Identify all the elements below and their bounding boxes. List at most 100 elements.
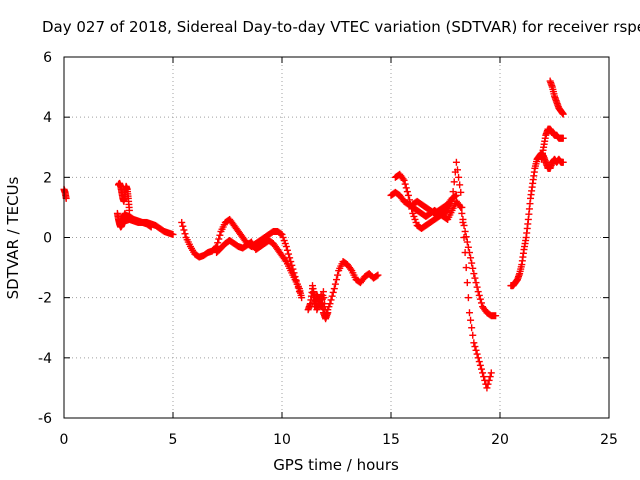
y-tick-label: 6 (43, 50, 52, 66)
data-point (474, 288, 482, 296)
data-point (473, 283, 481, 291)
data-point (406, 196, 414, 204)
y-tick-label: 2 (43, 170, 52, 186)
data-point (373, 272, 381, 280)
data-series (60, 185, 70, 202)
data-point (487, 369, 495, 377)
data-point (459, 218, 467, 226)
x-tick-label: 0 (60, 432, 69, 448)
grid-lines (64, 57, 609, 418)
data-point (559, 110, 567, 118)
data-point (334, 271, 342, 279)
x-axis-tick-labels: 0 5 10 15 20 25 (60, 432, 618, 448)
data-point (473, 350, 481, 358)
data-point (463, 238, 471, 246)
data-point (455, 173, 463, 181)
data-series (115, 179, 133, 214)
data-point (484, 380, 492, 388)
data-point (451, 192, 459, 200)
data-point (125, 206, 133, 214)
data-point (456, 181, 464, 189)
data-point (214, 239, 222, 247)
data-point (469, 264, 477, 272)
data-point (180, 226, 188, 234)
data-point (471, 343, 479, 351)
data-point (461, 249, 469, 257)
data-point (559, 134, 567, 142)
data-point (468, 324, 476, 332)
data-point (477, 299, 485, 307)
data-point (483, 384, 491, 392)
data-series (391, 158, 495, 392)
data-point (277, 230, 285, 238)
data-series (178, 215, 303, 296)
data-point (472, 346, 480, 354)
data-point (333, 276, 340, 284)
data-point (347, 265, 355, 273)
y-tick-label: -2 (38, 291, 52, 307)
data-point (475, 291, 483, 299)
data-point (403, 188, 411, 196)
data-point (329, 288, 337, 296)
data-point (399, 175, 407, 183)
data-point (374, 271, 382, 279)
data-point (470, 339, 478, 347)
data-point (463, 279, 471, 287)
data-series (409, 191, 460, 217)
data-point (468, 259, 476, 267)
data-point (330, 285, 338, 293)
data-point (326, 300, 334, 308)
data-point (400, 176, 408, 184)
data-point (402, 184, 410, 192)
data-point (453, 166, 461, 174)
data-point (169, 230, 177, 238)
data-point (461, 227, 469, 235)
data-point (282, 243, 290, 251)
data-point (477, 365, 485, 373)
data-point (452, 191, 460, 199)
x-tick-label: 15 (382, 432, 400, 448)
data-point (286, 254, 294, 262)
data-point (328, 292, 336, 300)
data-point (559, 158, 567, 166)
data-series (546, 77, 567, 118)
data-point (281, 256, 289, 264)
data-point (465, 309, 473, 317)
data-point (469, 331, 477, 339)
data-series (117, 215, 155, 231)
y-tick-label: -6 (38, 411, 52, 427)
data-point (460, 234, 468, 241)
data-point (464, 243, 472, 251)
data-point (492, 312, 500, 320)
data-point (179, 222, 187, 230)
x-tick-label: 25 (600, 432, 618, 448)
y-axis-label: SDTVAR / TECUs (4, 176, 22, 299)
data-point (181, 230, 189, 238)
data-series (309, 282, 332, 323)
data-point (458, 209, 466, 217)
data-point (216, 231, 224, 239)
y-tick-label: 4 (43, 110, 52, 126)
y-axis-tick-labels: -6 -4 -2 0 2 4 6 (38, 50, 52, 427)
data-point (467, 316, 475, 324)
x-axis-label: GPS time / hours (273, 456, 399, 474)
data-point (404, 191, 412, 199)
data-series (537, 125, 567, 163)
data-point (283, 246, 291, 254)
data-point (408, 205, 416, 213)
data-point (146, 222, 154, 230)
data-series (213, 237, 306, 302)
y-tick-label: -4 (38, 351, 52, 367)
data-point (472, 279, 480, 287)
x-tick-label: 5 (169, 432, 178, 448)
data-point (476, 361, 484, 369)
data-point (485, 376, 493, 384)
data-point (474, 354, 482, 362)
data-point (147, 223, 155, 231)
data-point (331, 280, 339, 288)
data-point (480, 373, 488, 381)
data-point (471, 274, 479, 282)
data-point (449, 188, 457, 196)
